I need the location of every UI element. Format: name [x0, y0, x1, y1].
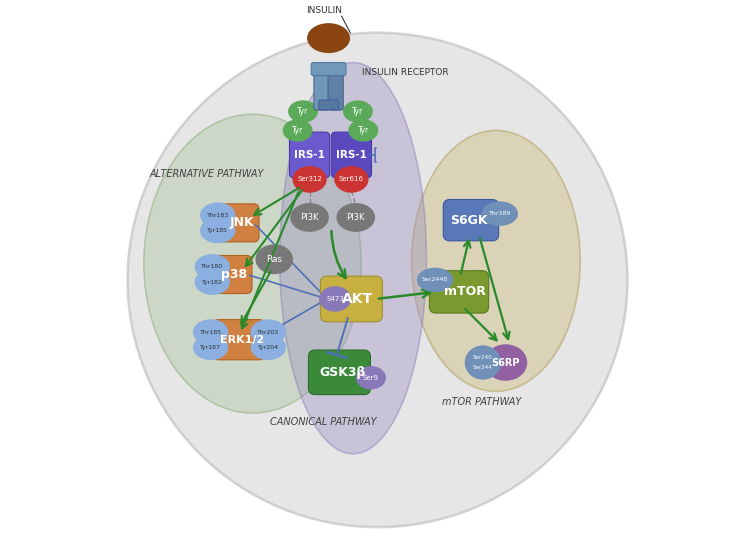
Text: S473: S473	[326, 296, 344, 302]
Ellipse shape	[293, 167, 326, 192]
Text: IRS-1: IRS-1	[336, 150, 367, 160]
Text: INSULIN RECEPTOR: INSULIN RECEPTOR	[362, 68, 449, 77]
Text: JNK: JNK	[230, 216, 254, 229]
Ellipse shape	[194, 320, 227, 344]
Ellipse shape	[279, 63, 427, 454]
Ellipse shape	[128, 33, 627, 527]
Text: Thr202: Thr202	[257, 329, 279, 334]
Ellipse shape	[466, 346, 501, 379]
Ellipse shape	[344, 101, 372, 122]
FancyBboxPatch shape	[430, 271, 488, 313]
Text: Tyr: Tyr	[353, 107, 364, 116]
Ellipse shape	[143, 114, 361, 413]
Text: GSK3β: GSK3β	[319, 366, 365, 379]
Ellipse shape	[196, 270, 229, 294]
Ellipse shape	[291, 204, 328, 231]
Text: Ser240: Ser240	[473, 355, 493, 360]
Ellipse shape	[357, 367, 385, 389]
Text: S6GK: S6GK	[450, 214, 488, 227]
Text: Ser616: Ser616	[339, 176, 364, 182]
Text: Ser244: Ser244	[473, 365, 493, 370]
Text: mTOR PATHWAY: mTOR PATHWAY	[442, 397, 522, 407]
FancyBboxPatch shape	[320, 276, 382, 322]
Text: IRS-1: IRS-1	[294, 150, 325, 160]
Ellipse shape	[194, 335, 227, 359]
Ellipse shape	[251, 335, 285, 359]
Ellipse shape	[289, 101, 317, 122]
Text: ERK1/2: ERK1/2	[220, 335, 264, 345]
Ellipse shape	[201, 219, 235, 243]
Ellipse shape	[196, 255, 229, 279]
Text: Tyr187: Tyr187	[200, 345, 221, 350]
Ellipse shape	[335, 167, 368, 192]
FancyBboxPatch shape	[328, 64, 344, 110]
FancyBboxPatch shape	[319, 100, 338, 110]
Text: Thr183: Thr183	[207, 213, 229, 218]
Text: INSULIN: INSULIN	[307, 6, 342, 15]
Text: S6RP: S6RP	[492, 357, 520, 367]
Ellipse shape	[283, 120, 312, 141]
Ellipse shape	[411, 131, 580, 391]
Text: Thr185: Thr185	[199, 329, 222, 334]
Text: PI3K: PI3K	[300, 213, 319, 222]
Text: Tyr182: Tyr182	[202, 279, 223, 284]
Text: Ras: Ras	[267, 255, 282, 264]
Text: p38: p38	[221, 268, 247, 281]
Text: Tyr: Tyr	[292, 126, 304, 135]
FancyBboxPatch shape	[311, 63, 346, 76]
Ellipse shape	[256, 245, 292, 273]
FancyBboxPatch shape	[210, 255, 252, 294]
Text: Ser9: Ser9	[363, 375, 379, 381]
Text: Tyr204: Tyr204	[257, 345, 279, 350]
Text: ALTERNATIVE PATHWAY: ALTERNATIVE PATHWAY	[149, 169, 263, 179]
Ellipse shape	[251, 320, 285, 344]
Ellipse shape	[337, 204, 374, 231]
Ellipse shape	[201, 203, 235, 227]
Text: CANONICAL PATHWAY: CANONICAL PATHWAY	[270, 417, 377, 427]
Text: PI3K: PI3K	[347, 213, 365, 222]
Ellipse shape	[308, 24, 350, 52]
FancyBboxPatch shape	[309, 350, 371, 395]
Text: Ser312: Ser312	[297, 176, 322, 182]
Ellipse shape	[485, 345, 526, 380]
FancyBboxPatch shape	[216, 204, 259, 242]
FancyBboxPatch shape	[331, 132, 371, 178]
Text: Thr389: Thr389	[488, 211, 511, 216]
FancyBboxPatch shape	[289, 132, 330, 178]
Text: Tyr: Tyr	[297, 107, 309, 116]
Ellipse shape	[418, 268, 452, 292]
Text: AKT: AKT	[342, 292, 374, 306]
Text: Thr180: Thr180	[202, 265, 223, 270]
Text: Tyr185: Tyr185	[208, 228, 228, 233]
Ellipse shape	[482, 202, 517, 225]
FancyBboxPatch shape	[314, 64, 329, 110]
Ellipse shape	[350, 120, 378, 141]
Text: Ser2448: Ser2448	[422, 277, 448, 282]
FancyBboxPatch shape	[443, 199, 499, 241]
FancyBboxPatch shape	[213, 320, 265, 360]
Ellipse shape	[320, 287, 350, 311]
Text: Tyr: Tyr	[358, 126, 369, 135]
Text: mTOR: mTOR	[443, 285, 485, 299]
